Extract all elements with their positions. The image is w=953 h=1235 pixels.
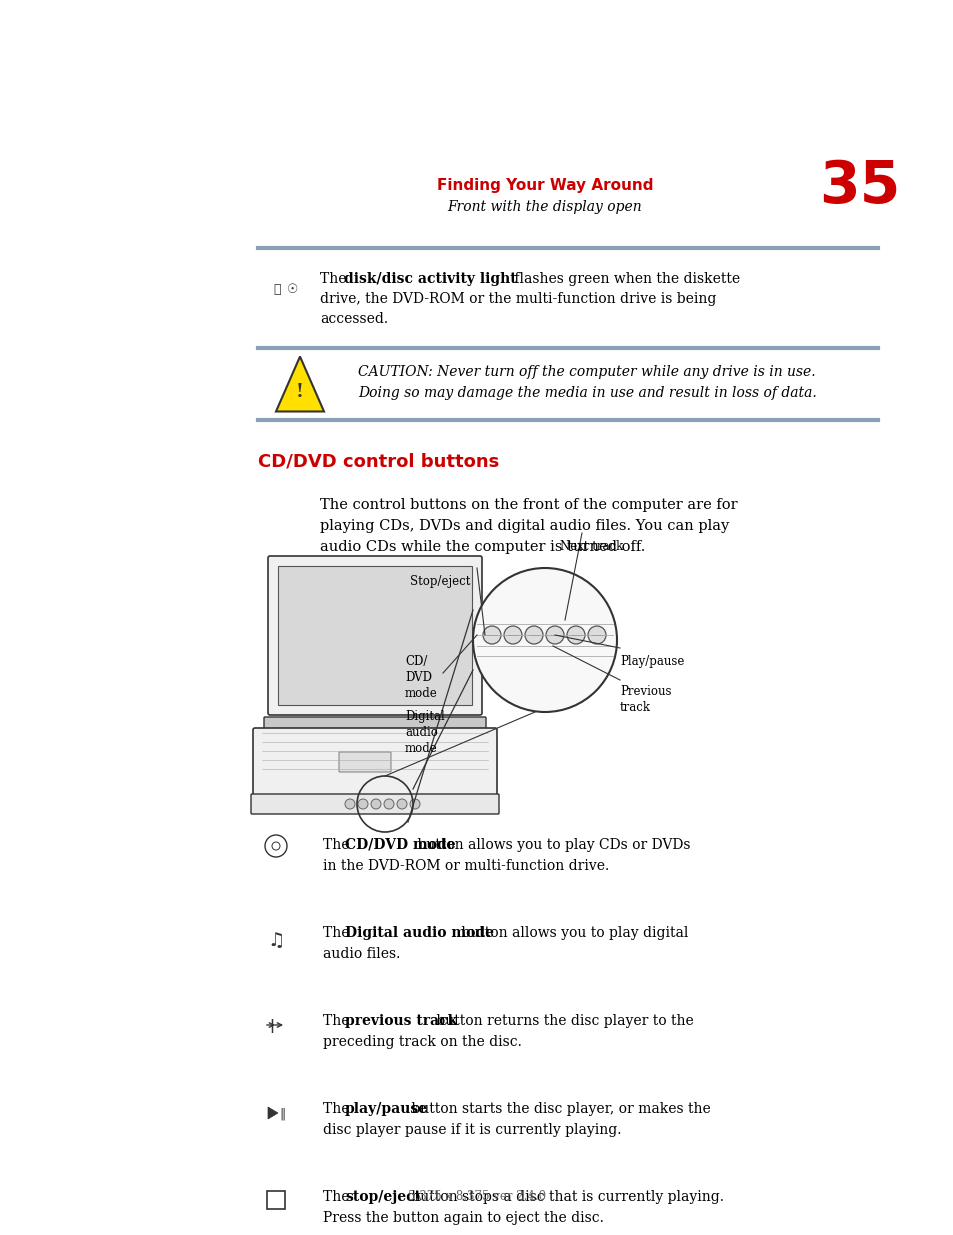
Text: button returns the disc player to the: button returns the disc player to the	[432, 1014, 693, 1028]
Text: CD/DVD control buttons: CD/DVD control buttons	[257, 453, 498, 471]
Text: !: !	[295, 383, 304, 401]
Text: ⎗: ⎗	[273, 283, 280, 296]
FancyBboxPatch shape	[251, 794, 498, 814]
Text: playing CDs, DVDs and digital audio files. You can play: playing CDs, DVDs and digital audio file…	[319, 519, 728, 534]
Text: drive, the DVD-ROM or the multi-function drive is being: drive, the DVD-ROM or the multi-function…	[319, 291, 716, 306]
Text: Play/pause: Play/pause	[619, 655, 683, 668]
Text: flashes green when the diskette: flashes green when the diskette	[510, 272, 740, 287]
Text: |: |	[269, 1019, 274, 1032]
Circle shape	[482, 626, 500, 643]
Text: audio files.: audio files.	[323, 947, 400, 961]
Text: The control buttons on the front of the computer are for: The control buttons on the front of the …	[319, 498, 737, 513]
Circle shape	[345, 799, 355, 809]
Text: DVD: DVD	[405, 671, 432, 684]
Text: button allows you to play digital: button allows you to play digital	[456, 926, 687, 940]
Text: Digital audio mode: Digital audio mode	[345, 926, 494, 940]
FancyBboxPatch shape	[338, 752, 391, 772]
Circle shape	[357, 799, 368, 809]
FancyBboxPatch shape	[264, 718, 485, 731]
Text: The: The	[323, 926, 354, 940]
Text: previous track: previous track	[345, 1014, 456, 1028]
Circle shape	[503, 626, 521, 643]
Text: Digital: Digital	[405, 710, 444, 722]
Polygon shape	[268, 1107, 277, 1119]
Text: 5.375 x 8.375 ver 2.4.0: 5.375 x 8.375 ver 2.4.0	[408, 1191, 545, 1203]
Text: Press the button again to eject the disc.: Press the button again to eject the disc…	[323, 1212, 603, 1225]
Circle shape	[410, 799, 419, 809]
Text: button allows you to play CDs or DVDs: button allows you to play CDs or DVDs	[413, 839, 690, 852]
Text: ☉: ☉	[287, 283, 298, 296]
Text: Finding Your Way Around: Finding Your Way Around	[436, 178, 653, 193]
Circle shape	[566, 626, 584, 643]
Text: Front with the display open: Front with the display open	[447, 200, 641, 214]
Text: preceding track on the disc.: preceding track on the disc.	[323, 1035, 521, 1049]
Text: Stop/eject: Stop/eject	[410, 576, 470, 588]
Bar	[267, 1191, 285, 1209]
Text: button stops a disc that is currently playing.: button stops a disc that is currently pl…	[407, 1191, 723, 1204]
Text: accessed.: accessed.	[319, 312, 388, 326]
Circle shape	[396, 799, 407, 809]
Text: button starts the disc player, or makes the: button starts the disc player, or makes …	[407, 1102, 710, 1116]
Text: The: The	[323, 1102, 354, 1116]
Text: Doing so may damage the media in use and result in loss of data.: Doing so may damage the media in use and…	[357, 387, 816, 400]
Text: disc player pause if it is currently playing.: disc player pause if it is currently pla…	[323, 1123, 620, 1137]
Text: stop/eject: stop/eject	[345, 1191, 420, 1204]
Circle shape	[587, 626, 605, 643]
Text: ‖: ‖	[279, 1107, 286, 1120]
Text: CD/: CD/	[405, 655, 427, 668]
Text: The: The	[323, 1191, 354, 1204]
Text: The: The	[319, 272, 351, 287]
Bar	[277, 566, 472, 705]
Circle shape	[371, 799, 380, 809]
Text: audio CDs while the computer is turned off.: audio CDs while the computer is turned o…	[319, 540, 644, 555]
Text: mode: mode	[405, 742, 437, 755]
Text: The: The	[323, 839, 354, 852]
FancyBboxPatch shape	[253, 727, 497, 797]
Circle shape	[545, 626, 563, 643]
Circle shape	[473, 568, 617, 713]
Text: 35: 35	[819, 158, 900, 215]
Text: play/pause: play/pause	[345, 1102, 428, 1116]
Text: ♫: ♫	[267, 931, 284, 950]
Text: in the DVD-ROM or multi-function drive.: in the DVD-ROM or multi-function drive.	[323, 860, 609, 873]
Text: track: track	[619, 701, 650, 714]
Text: Next track: Next track	[559, 540, 622, 553]
FancyBboxPatch shape	[268, 556, 481, 715]
Text: The: The	[323, 1014, 354, 1028]
Text: disk/disc activity light: disk/disc activity light	[344, 272, 517, 287]
Circle shape	[524, 626, 542, 643]
Text: CAUTION: Never turn off the computer while any drive is in use.: CAUTION: Never turn off the computer whi…	[357, 366, 815, 379]
Polygon shape	[275, 357, 324, 411]
Circle shape	[384, 799, 394, 809]
Text: audio: audio	[405, 726, 437, 739]
Text: CD/DVD mode: CD/DVD mode	[345, 839, 456, 852]
Text: mode: mode	[405, 687, 437, 700]
Text: Previous: Previous	[619, 685, 671, 698]
